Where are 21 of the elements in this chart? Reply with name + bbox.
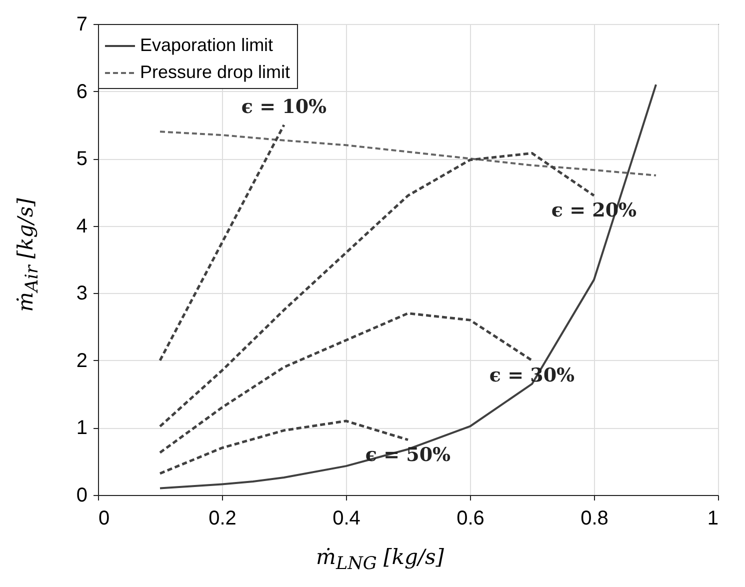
x-tick-label: 0 <box>98 508 110 530</box>
x-tick-label: 0.8 <box>580 508 608 530</box>
x-tick-label: 0.6 <box>456 508 484 530</box>
line-series <box>158 420 410 475</box>
line-series <box>159 130 657 176</box>
y-tick-label: 2 <box>76 350 88 372</box>
y-tick-label: 7 <box>76 14 88 36</box>
annotation: ϵ = 10% <box>241 96 327 118</box>
y-tick-label: 3 <box>76 282 88 305</box>
x-tick-label: 0.4 <box>332 508 360 530</box>
x-axis-title: ṁ$_{LNG}$ [kg/s] <box>316 545 444 574</box>
x-tick-label: 1 <box>707 508 718 530</box>
y-tick-label: 4 <box>76 215 88 238</box>
y-tick-label: 0 <box>76 484 88 506</box>
line-series <box>159 84 657 490</box>
x-tick-label: 0.2 <box>208 508 236 530</box>
y-tick-label: 5 <box>76 148 88 170</box>
y-tick-label: 1 <box>76 417 88 440</box>
legend-label: Evaporation limit <box>140 35 274 55</box>
y-tick-label: 6 <box>76 80 88 103</box>
legend-label: Pressure drop limit <box>140 62 290 82</box>
